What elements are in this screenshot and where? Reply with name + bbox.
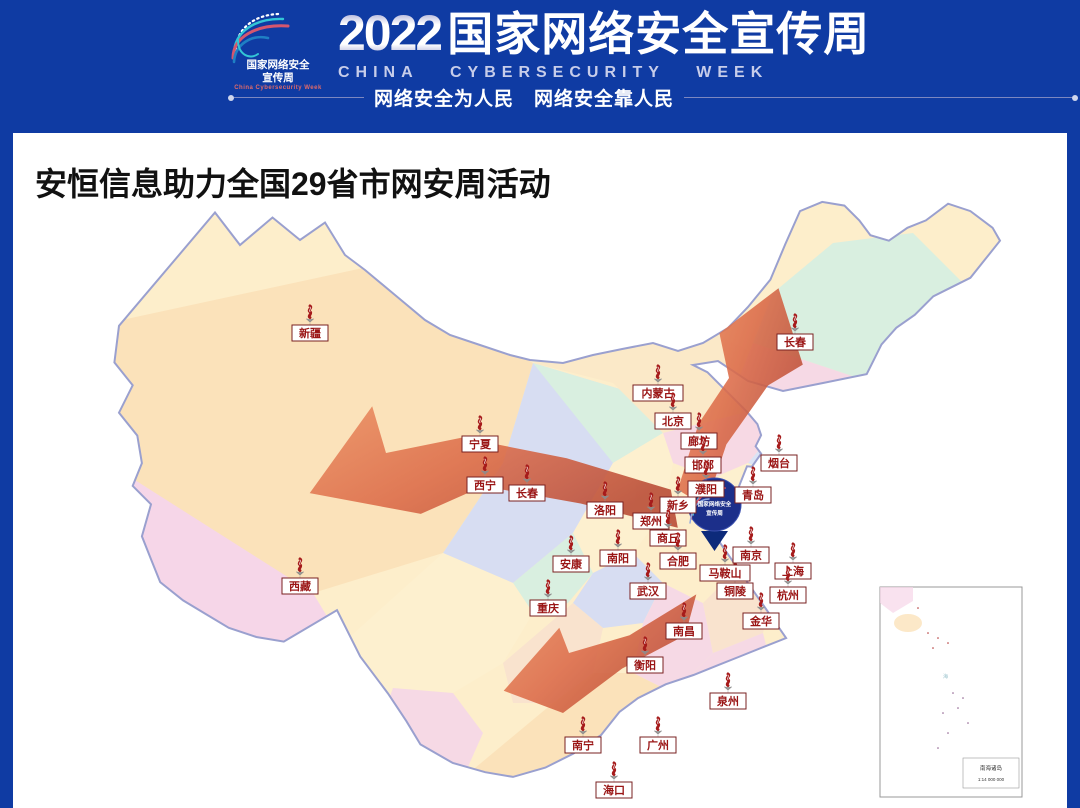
- svg-text:邯郸: 邯郸: [692, 458, 714, 472]
- svg-text:青岛: 青岛: [742, 488, 764, 502]
- svg-text:北京: 北京: [662, 414, 684, 428]
- svg-text:上海: 上海: [782, 564, 804, 578]
- svg-text:南京: 南京: [740, 548, 762, 562]
- svg-text:南昌: 南昌: [673, 624, 695, 638]
- svg-text:新疆: 新疆: [299, 326, 321, 340]
- svg-text:商丘: 商丘: [657, 531, 679, 545]
- svg-text:1:14 000 000: 1:14 000 000: [978, 777, 1005, 782]
- svg-text:海: 海: [943, 673, 948, 680]
- svg-text:长春: 长春: [784, 335, 807, 349]
- svg-text:国家网络安全: 国家网络安全: [698, 500, 732, 508]
- svg-text:南宁: 南宁: [572, 738, 594, 752]
- svg-text:合肥: 合肥: [667, 554, 689, 568]
- svg-text:廊坊: 廊坊: [688, 434, 710, 448]
- svg-text:宁夏: 宁夏: [469, 437, 492, 451]
- svg-text:重庆: 重庆: [537, 601, 559, 615]
- svg-text:南阳: 南阳: [607, 551, 629, 565]
- svg-text:西藏: 西藏: [289, 579, 311, 593]
- svg-text:泉州: 泉州: [716, 694, 739, 708]
- svg-text:洛阳: 洛阳: [594, 503, 616, 517]
- svg-text:武汉: 武汉: [637, 584, 660, 598]
- svg-text:马鞍山: 马鞍山: [709, 566, 742, 580]
- svg-text:新乡: 新乡: [667, 498, 689, 512]
- svg-text:郑州: 郑州: [640, 514, 662, 528]
- svg-text:铜陵: 铜陵: [723, 584, 747, 598]
- svg-text:南海诸岛: 南海诸岛: [980, 764, 1003, 772]
- svg-text:衡阳: 衡阳: [634, 658, 656, 672]
- svg-text:内蒙古: 内蒙古: [642, 386, 675, 400]
- svg-text:西宁: 西宁: [474, 478, 496, 492]
- svg-text:广州: 广州: [647, 738, 669, 752]
- svg-text:杭州: 杭州: [777, 588, 799, 602]
- svg-text:长春: 长春: [516, 486, 539, 500]
- svg-text:烟台: 烟台: [768, 456, 790, 470]
- svg-text:金华: 金华: [749, 614, 772, 628]
- svg-text:濮阳: 濮阳: [695, 482, 717, 496]
- svg-text:海口: 海口: [603, 783, 625, 797]
- svg-text:宣传周: 宣传周: [706, 509, 723, 517]
- svg-text:安康: 安康: [560, 557, 583, 571]
